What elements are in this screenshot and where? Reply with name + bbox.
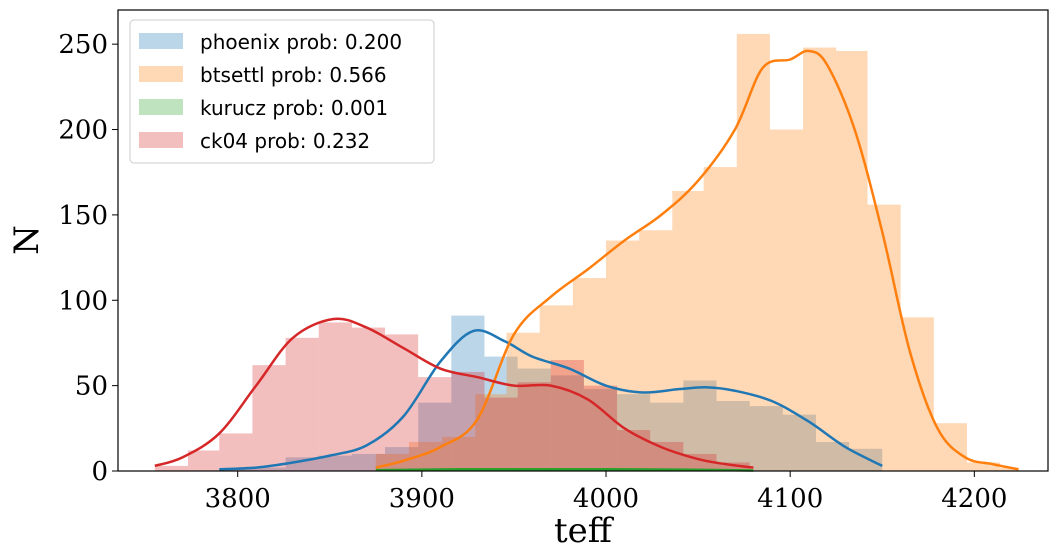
btsettl-bar [736, 33, 770, 471]
btsettl-bar [572, 278, 607, 471]
ck04-bar [484, 397, 518, 471]
phoenix-bar [219, 469, 253, 471]
phoenix-bar [583, 389, 618, 471]
y-tick-label: 100 [58, 286, 108, 316]
ck04-bar [617, 430, 651, 471]
x-tick-label: 4100 [757, 484, 823, 514]
kurucz-legend-label: kurucz prob: 0.001 [200, 96, 388, 120]
ck04-bar [154, 465, 188, 471]
btsettl-bar [475, 394, 507, 471]
ck04-bar [451, 371, 485, 471]
y-axis-label: N [7, 225, 47, 255]
phoenix-bar [318, 455, 352, 471]
x-tick-label: 3900 [389, 484, 455, 514]
btsettl-bar [900, 317, 934, 471]
phoenix-bar [385, 447, 419, 471]
ck04-bar [252, 365, 286, 471]
x-axis-label: teff [554, 511, 615, 551]
kurucz-kde-line [375, 467, 754, 472]
x-tick-label: 4200 [941, 484, 1007, 514]
btsettl-legend-label: btsettl prob: 0.566 [200, 63, 387, 87]
axis-ticks: 3800 3900 4000 4100 4200 0 50 100 150 200 250 [58, 30, 1007, 514]
ck04-bar [187, 450, 220, 471]
legend: phoenix prob: 0.200 btsettl prob: 0.566 ku… [129, 19, 435, 164]
btsettl-bar [803, 47, 837, 472]
x-tick-label: 3800 [205, 484, 271, 514]
x-tick-label: 4000 [573, 484, 639, 514]
phoenix-bar [749, 406, 783, 471]
ck04-bar [650, 441, 684, 471]
btsettl-bar [703, 167, 737, 471]
phoenix-bar [252, 467, 286, 471]
btsettl-bar [769, 129, 804, 471]
ck04-bar [219, 433, 253, 471]
phoenix-bar [418, 402, 452, 471]
ck04-bar [285, 337, 319, 471]
btsettl-bar [966, 462, 1001, 471]
btsettl-bar [836, 50, 868, 471]
ck04-bar [517, 382, 551, 471]
btsettl-bar [539, 305, 573, 471]
y-tick-label: 0 [91, 457, 108, 487]
phoenix-kde-line [219, 329, 883, 471]
plot-frame [117, 9, 1049, 472]
btsettl-bar [1000, 467, 1019, 471]
phoenix-bar [716, 400, 750, 471]
y-tick-label: 200 [58, 116, 108, 146]
kde-curves [154, 49, 1019, 472]
y-tick-label: 150 [58, 201, 108, 231]
phoenix-legend-swatch [139, 33, 183, 49]
ck04-legend-label: ck04 prob: 0.232 [200, 129, 370, 153]
btsettl-bar [506, 332, 540, 471]
legend-frame [129, 19, 435, 164]
phoenix-legend-label: phoenix prob: 0.200 [200, 30, 402, 54]
ck04-kde-line [154, 317, 754, 469]
ck04-bar [318, 322, 352, 471]
ck04-bar [550, 360, 584, 471]
btsettl-bar [672, 190, 704, 472]
btsettl-bar [867, 204, 901, 471]
ck04-legend-swatch [139, 132, 183, 148]
ck04-bar [716, 462, 750, 471]
btsettl-legend-swatch [139, 66, 183, 82]
kurucz-legend-swatch [139, 99, 183, 115]
y-tick-label: 50 [75, 372, 108, 402]
btsettl-kde-line [375, 49, 1019, 471]
ck04-bar [418, 377, 452, 471]
ck04-bar [583, 385, 618, 471]
y-tick-label: 250 [58, 30, 108, 60]
phoenix-bar [484, 356, 518, 471]
phoenix-bar [650, 402, 684, 471]
btsettl-bar [639, 230, 673, 471]
ck04-bar [351, 327, 386, 471]
